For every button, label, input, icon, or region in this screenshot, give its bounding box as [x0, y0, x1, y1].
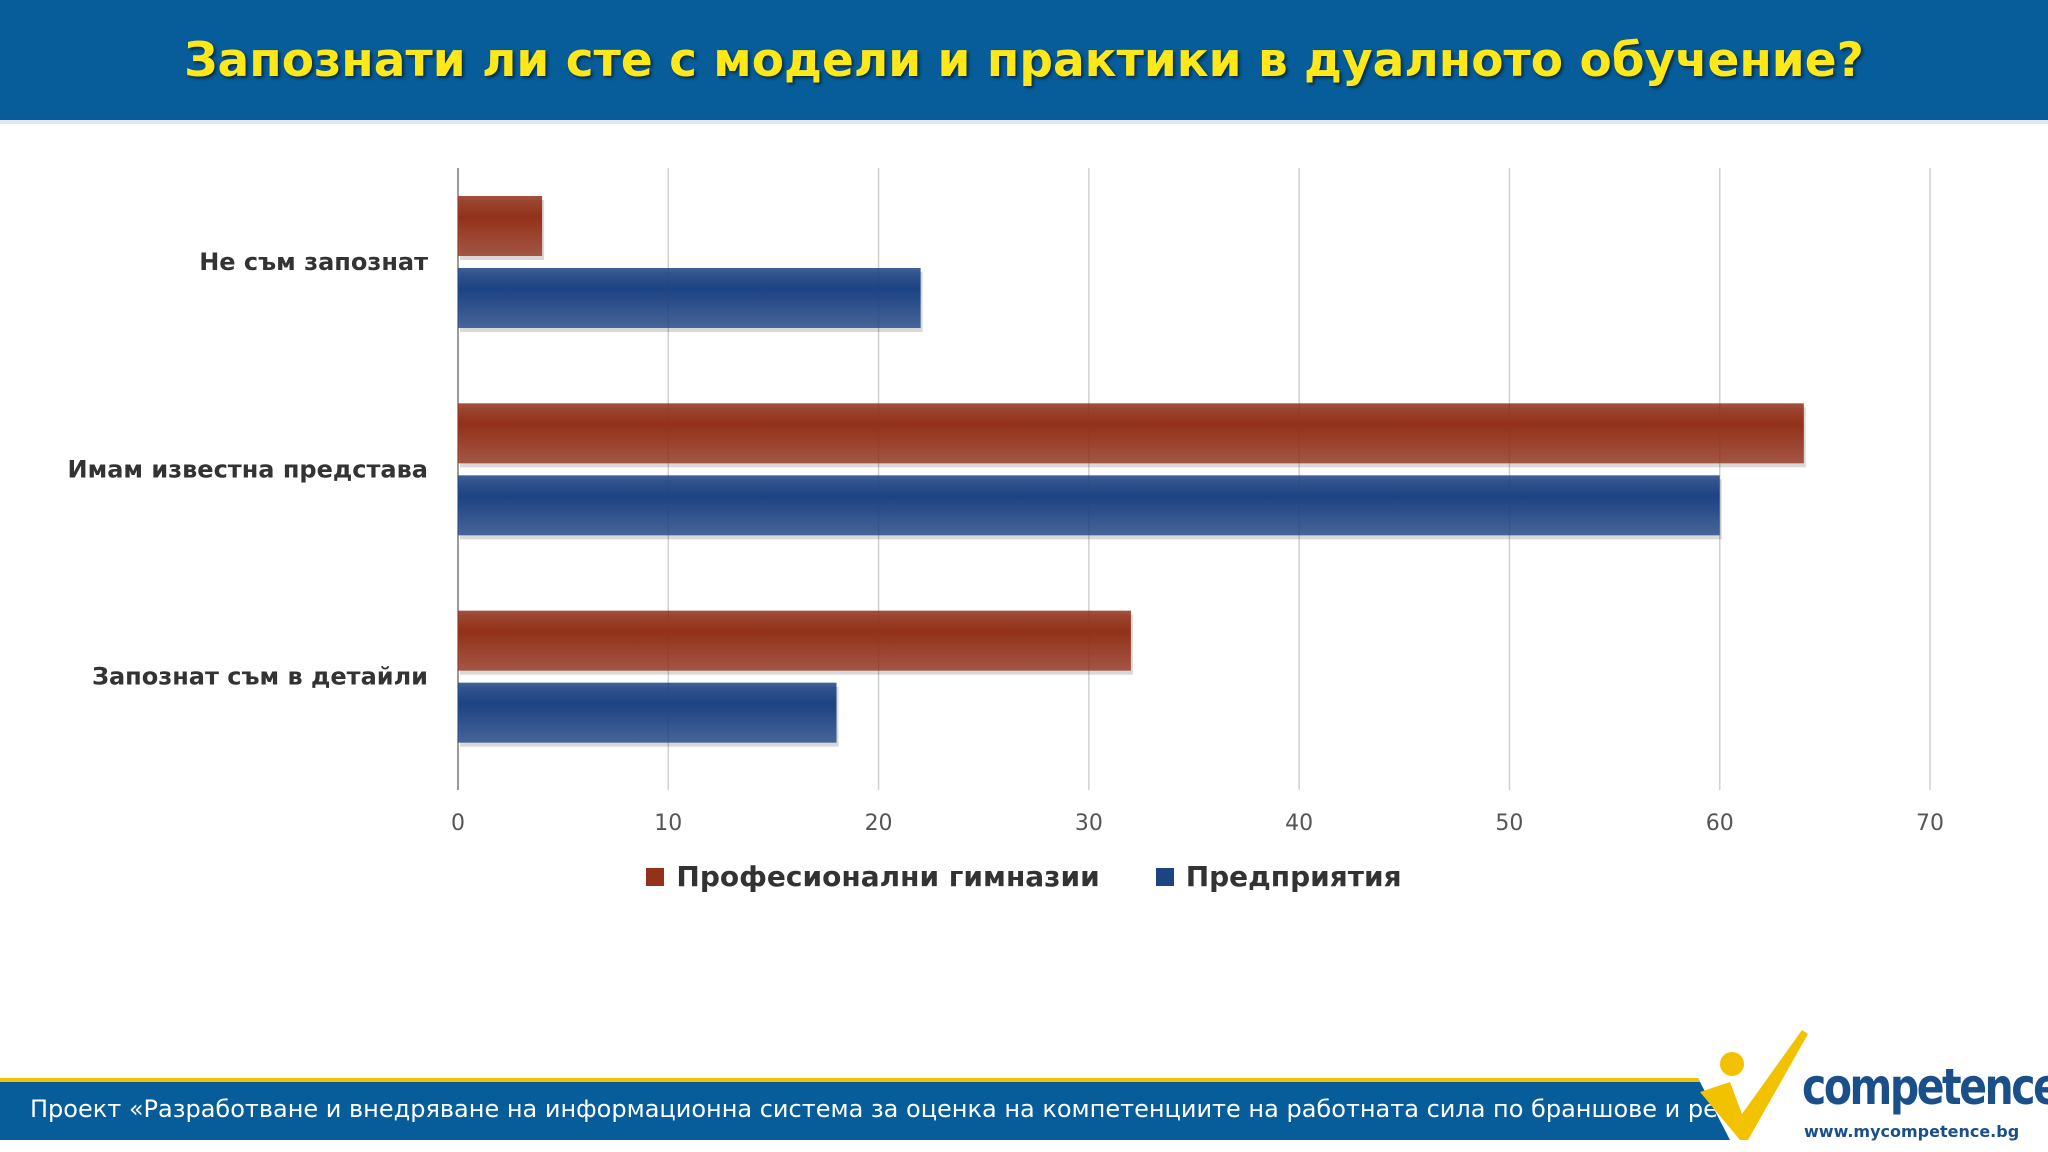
- category-label: Имам известна представа: [67, 455, 428, 483]
- chart-svg: 0 10 20 30 40 50 60 70 Не съм запознат Имам извес…: [67, 168, 1944, 836]
- header-bar: Запознати ли сте с модели и практики в д…: [0, 0, 2048, 124]
- logo-wordmark: competence: [1802, 1058, 2048, 1116]
- footer-project-text: Проект «Разработване и внедряване на инф…: [30, 1095, 1807, 1123]
- competence-logo: competence www.mycompetence.bg: [1690, 1022, 2048, 1150]
- category-label: Не съм запознат: [199, 248, 428, 276]
- footer-background: [0, 1078, 1730, 1140]
- bar: [458, 268, 921, 328]
- x-tick-label: 40: [1285, 811, 1313, 836]
- bar: [458, 196, 543, 256]
- bar: [458, 610, 1131, 671]
- checkmark-icon: [1700, 1030, 1808, 1140]
- x-tick-label: 30: [1075, 811, 1103, 836]
- x-tick-label: 10: [654, 811, 682, 836]
- chart-legend: Професионални гимназии Предприятия: [0, 860, 2048, 893]
- footer-bar: Проект «Разработване и внедряване на инф…: [0, 1078, 2048, 1152]
- x-tick-label: 60: [1706, 811, 1734, 836]
- category-label: Запознат съм в детайли: [92, 663, 428, 691]
- bar: [458, 475, 1720, 536]
- x-tick-label: 20: [865, 811, 893, 836]
- legend-label-series-2: Предприятия: [1185, 860, 1402, 893]
- bar: [458, 682, 837, 743]
- bar-chart: 0 10 20 30 40 50 60 70 Не съм запознат Имам извес…: [0, 150, 2048, 930]
- logo-url: www.mycompetence.bg: [1804, 1122, 2020, 1141]
- x-tick-label: 50: [1495, 811, 1523, 836]
- legend-label-series-1: Професионални гимназии: [676, 860, 1100, 893]
- x-tick-label: 0: [451, 811, 465, 836]
- legend-swatch-series-1: [646, 867, 665, 886]
- legend-item-series-1: Професионални гимназии: [646, 860, 1100, 893]
- bar: [458, 403, 1804, 464]
- page-title: Запознати ли сте с модели и практики в д…: [184, 32, 1864, 88]
- legend-item-series-2: Предприятия: [1155, 860, 1402, 893]
- x-tick-label: 70: [1916, 811, 1944, 836]
- legend-swatch-series-2: [1155, 867, 1174, 886]
